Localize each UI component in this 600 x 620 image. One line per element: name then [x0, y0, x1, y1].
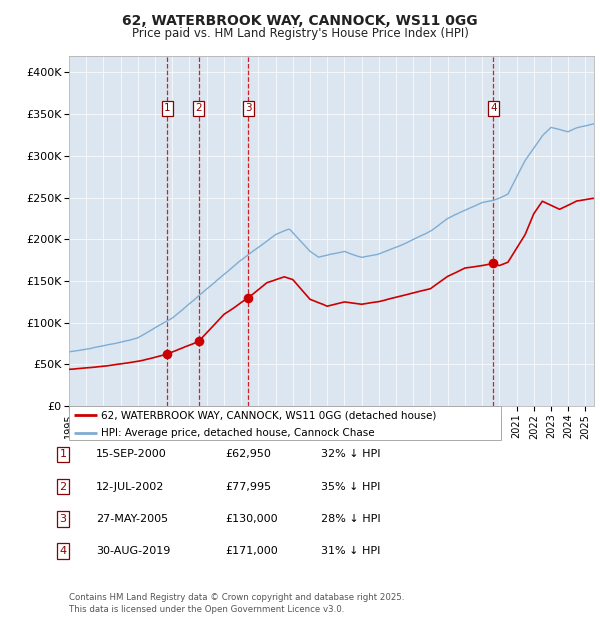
Point — [488, 259, 498, 268]
Text: HPI: Average price, detached house, Cannock Chase: HPI: Average price, detached house, Cann… — [101, 428, 375, 438]
Text: 1: 1 — [164, 104, 170, 113]
Text: 32% ↓ HPI: 32% ↓ HPI — [321, 450, 380, 459]
Text: 12-JUL-2002: 12-JUL-2002 — [96, 482, 164, 492]
Text: 3: 3 — [59, 514, 67, 524]
Point — [194, 336, 203, 346]
Text: 62, WATERBROOK WAY, CANNOCK, WS11 0GG: 62, WATERBROOK WAY, CANNOCK, WS11 0GG — [122, 14, 478, 28]
Text: 4: 4 — [490, 104, 497, 113]
Text: 15-SEP-2000: 15-SEP-2000 — [96, 450, 167, 459]
Text: £62,950: £62,950 — [225, 450, 271, 459]
Text: 62, WATERBROOK WAY, CANNOCK, WS11 0GG (detached house): 62, WATERBROOK WAY, CANNOCK, WS11 0GG (d… — [101, 410, 437, 420]
Text: 35% ↓ HPI: 35% ↓ HPI — [321, 482, 380, 492]
Text: 2: 2 — [59, 482, 67, 492]
Text: 28% ↓ HPI: 28% ↓ HPI — [321, 514, 380, 524]
Text: £77,995: £77,995 — [225, 482, 271, 492]
Text: £171,000: £171,000 — [225, 546, 278, 556]
Text: 1: 1 — [59, 450, 67, 459]
Text: 30-AUG-2019: 30-AUG-2019 — [96, 546, 170, 556]
Text: 2: 2 — [196, 104, 202, 113]
Text: 31% ↓ HPI: 31% ↓ HPI — [321, 546, 380, 556]
Text: Contains HM Land Registry data © Crown copyright and database right 2025.
This d: Contains HM Land Registry data © Crown c… — [69, 593, 404, 614]
Text: Price paid vs. HM Land Registry's House Price Index (HPI): Price paid vs. HM Land Registry's House … — [131, 27, 469, 40]
Text: 4: 4 — [59, 546, 67, 556]
Text: £130,000: £130,000 — [225, 514, 278, 524]
Point — [163, 348, 172, 358]
Point — [244, 293, 253, 303]
FancyBboxPatch shape — [69, 406, 501, 440]
Text: 3: 3 — [245, 104, 251, 113]
Text: 27-MAY-2005: 27-MAY-2005 — [96, 514, 168, 524]
